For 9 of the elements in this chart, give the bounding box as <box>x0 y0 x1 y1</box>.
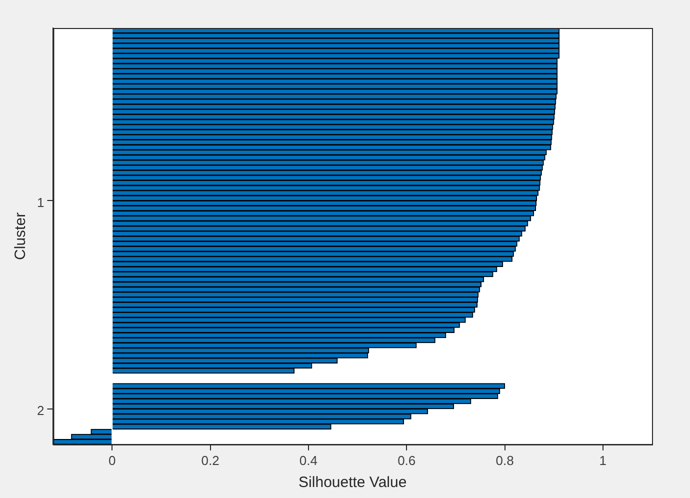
x-tick-label: 0.6 <box>398 452 416 468</box>
x-axis-title: Silhouette Value <box>298 474 407 492</box>
x-tick-label: 1 <box>599 452 607 468</box>
x-tick-label: 0.8 <box>496 452 514 468</box>
x-tick-label: 0 <box>108 452 116 468</box>
x-tick-label: 0.4 <box>299 452 318 468</box>
y-axis-title: Cluster <box>12 212 30 260</box>
x-tick-label: 0.2 <box>201 452 220 468</box>
y-tick-label: 2 <box>36 402 44 418</box>
